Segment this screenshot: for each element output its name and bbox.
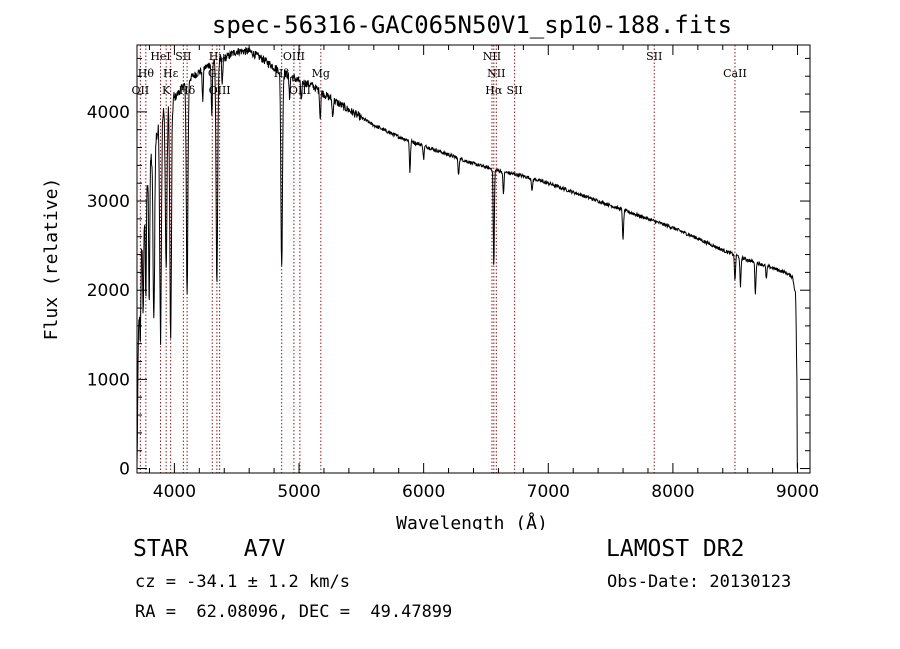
line-label-14: NII bbox=[483, 50, 501, 63]
line-label-16: NII bbox=[487, 67, 505, 80]
line-label-12: OIII bbox=[289, 84, 311, 97]
x-axis-label: Wavelength (Å) bbox=[396, 512, 548, 530]
line-label-18: SII bbox=[646, 50, 662, 63]
redshift-line: cz = -34.1 ± 1.2 km/s bbox=[135, 572, 350, 592]
line-label-19: CaII bbox=[723, 67, 747, 80]
x-tick-label: 9000 bbox=[776, 482, 819, 502]
line-label-1: Hθ bbox=[138, 67, 155, 80]
x-tick-label: 5000 bbox=[277, 482, 320, 502]
line-label-13: Mg bbox=[312, 67, 330, 80]
y-axis: 0 1000 2000 3000 4000 bbox=[87, 57, 810, 480]
x-tick-label: 8000 bbox=[651, 482, 694, 502]
object-class: STAR A7V bbox=[133, 536, 286, 562]
coordinates: RA = 62.08096, DEC = 49.47899 bbox=[135, 602, 453, 622]
spectrum-line bbox=[136, 47, 798, 469]
survey-name: LAMOST DR2 bbox=[606, 536, 745, 562]
chart-title: spec-56316-GAC065N50V1_sp10-188.fits bbox=[212, 11, 732, 39]
y-tick-label: 2000 bbox=[87, 281, 130, 301]
line-label-17: SII bbox=[507, 84, 523, 97]
line-label-4: Hε bbox=[163, 67, 179, 80]
y-tick-label: 1000 bbox=[87, 370, 130, 390]
line-label-3: K bbox=[162, 84, 171, 97]
line-markers bbox=[139, 45, 736, 473]
line-label-2: HeI bbox=[150, 50, 170, 63]
line-label-11: OIII bbox=[283, 50, 305, 63]
y-tick-label: 4000 bbox=[87, 103, 130, 123]
line-label-0: OII bbox=[132, 84, 150, 97]
y-tick-label: 3000 bbox=[87, 192, 130, 212]
line-label-15: Hα bbox=[485, 84, 503, 97]
plot-frame bbox=[136, 44, 811, 474]
y-tick-label: 0 bbox=[119, 460, 130, 480]
y-axis-label: Flux (relative) bbox=[41, 178, 62, 341]
x-tick-label: 4000 bbox=[153, 482, 196, 502]
obs-date: Obs-Date: 20130123 bbox=[607, 572, 792, 592]
x-axis: 4000 5000 6000 7000 8000 9000 bbox=[148, 45, 819, 502]
x-tick-label: 6000 bbox=[402, 482, 445, 502]
line-label-9: OIII bbox=[209, 84, 231, 97]
line-label-5: SII bbox=[175, 50, 191, 63]
spectrum-chart: spec-56316-GAC065N50V1_sp10-188.fits OII… bbox=[41, 11, 819, 530]
x-tick-label: 7000 bbox=[527, 482, 570, 502]
